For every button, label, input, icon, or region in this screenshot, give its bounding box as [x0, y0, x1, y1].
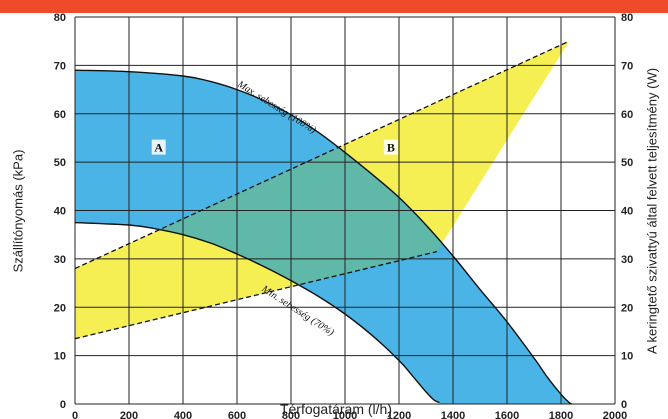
chart-curves	[74, 40, 573, 405]
region-label-b-box	[383, 139, 398, 155]
x-tick-label: 200	[120, 410, 138, 419]
power-line-min	[74, 250, 437, 340]
region-label-a-box	[151, 139, 166, 155]
y-tick-label-left: 20	[54, 302, 66, 314]
power-line-max	[74, 40, 570, 270]
x-tick-label: 800	[282, 410, 300, 419]
x-tick-label: 1800	[549, 410, 573, 419]
y-tick-label-left: 30	[54, 254, 66, 266]
region-label-a-text: A	[154, 141, 163, 155]
y-tick-label-right: 60	[621, 109, 633, 121]
y-tick-label-left: 50	[54, 157, 66, 169]
y-tick-label-right: 70	[621, 60, 633, 72]
x-tick-label: 1600	[495, 410, 519, 419]
y-axis-label-left: Szállítónyomás (kPa)	[10, 149, 26, 272]
pump-curve-max	[74, 69, 573, 405]
top-accent-bar	[0, 0, 668, 13]
y-tick-label-left: 60	[54, 109, 66, 121]
y-tick-label-left: 80	[54, 12, 66, 24]
pump-curve-min	[74, 221, 440, 404]
y-tick-label-right: 50	[621, 157, 633, 169]
y-tick-label-left: 40	[54, 206, 66, 218]
x-tick-label: 1200	[387, 410, 411, 419]
y-tick-label-right: 10	[621, 351, 633, 363]
y-tick-label-right: 0	[621, 399, 627, 411]
y-axis-label-right: A keringtető szivattyú által felvett tel…	[644, 67, 660, 354]
region-label-a: A	[151, 139, 166, 155]
x-tick-label: 0	[72, 410, 78, 419]
y-tick-label-right: 80	[621, 12, 633, 24]
chart-grid	[74, 16, 616, 405]
x-tick-label: 400	[174, 410, 192, 419]
x-tick-label: 600	[228, 410, 246, 419]
region-label-b: B	[383, 139, 398, 155]
x-tick-label: 1400	[441, 410, 465, 419]
region-label-b-text: B	[387, 141, 395, 155]
y-tick-label-left: 70	[54, 60, 66, 72]
x-tick-label: 2000	[603, 410, 627, 419]
chart-tick-labels: 0 200 400 600 800 1000 1200 1400 1600 1800 2000010…	[54, 12, 634, 419]
x-axis-label: Térfogatáram (l/h)	[280, 401, 392, 417]
y-tick-label-right: 20	[621, 302, 633, 314]
y-tick-label-right: 40	[621, 206, 633, 218]
y-tick-label-right: 30	[621, 254, 633, 266]
y-tick-label-left: 10	[54, 351, 66, 363]
x-tick-label: 1000	[333, 410, 357, 419]
y-tick-label-left: 0	[60, 399, 66, 411]
chart-fill-regions	[75, 41, 572, 404]
